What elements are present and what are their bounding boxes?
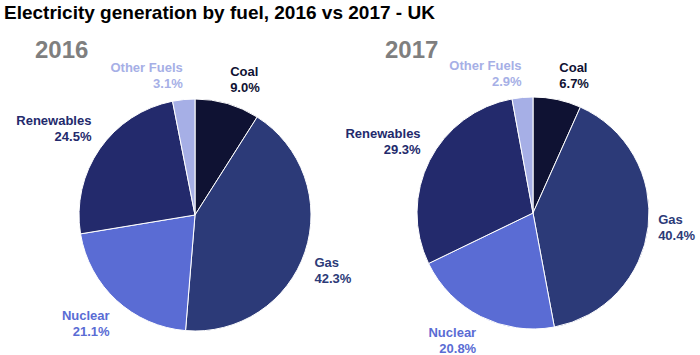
svg-text:Coal6.7%: Coal6.7% bbox=[559, 60, 589, 91]
svg-text:Coal9.0%: Coal9.0% bbox=[230, 64, 260, 95]
svg-text:Other Fuels3.1%: Other Fuels3.1% bbox=[110, 60, 183, 91]
svg-text:Other Fuels2.9%: Other Fuels2.9% bbox=[449, 58, 522, 89]
svg-text:Gas40.4%: Gas40.4% bbox=[658, 212, 692, 243]
svg-text:Gas42.3%: Gas42.3% bbox=[314, 255, 351, 286]
html-text:2017: 2017 bbox=[385, 36, 439, 63]
svg-text:Nuclear20.8%: Nuclear20.8% bbox=[428, 325, 476, 355]
svg-text:Renewables24.5%: Renewables24.5% bbox=[16, 113, 92, 144]
svg-text:Nuclear21.1%: Nuclear21.1% bbox=[62, 308, 110, 339]
html-text:2016: 2016 bbox=[35, 36, 89, 63]
svg-text:Renewables29.3%: Renewables29.3% bbox=[345, 126, 421, 157]
html-text:Electricity generation by fuel: Electricity generation by fuel, 2016 vs … bbox=[4, 2, 435, 23]
